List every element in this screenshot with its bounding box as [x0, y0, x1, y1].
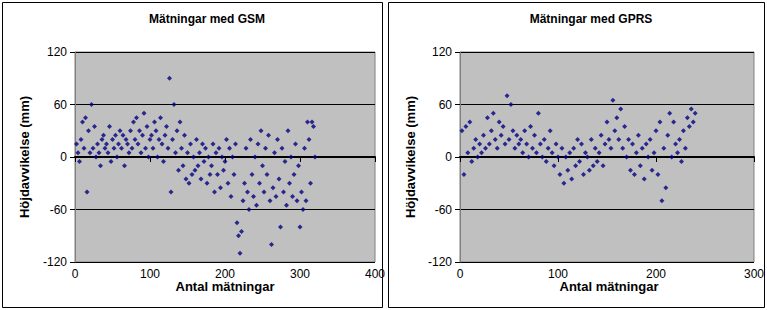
svg-text:Höjdavvikelse (mm): Höjdavvikelse (mm) [403, 96, 418, 218]
svg-text:0: 0 [445, 150, 452, 164]
svg-text:400: 400 [365, 267, 385, 281]
svg-text:Antal mätningar: Antal mätningar [560, 279, 659, 294]
svg-text:-60: -60 [50, 203, 68, 217]
svg-text:Mätningar med GSM: Mätningar med GSM [149, 12, 265, 26]
svg-text:-60: -60 [435, 203, 453, 217]
svg-text:60: 60 [439, 98, 453, 112]
svg-text:60: 60 [54, 98, 68, 112]
svg-text:0: 0 [72, 267, 79, 281]
svg-text:300: 300 [290, 267, 310, 281]
svg-text:120: 120 [47, 45, 67, 59]
svg-text:300: 300 [744, 267, 764, 281]
svg-text:Antal mätningar: Antal mätningar [175, 278, 275, 294]
svg-text:0: 0 [60, 150, 67, 164]
svg-text:-120: -120 [428, 255, 452, 269]
svg-text:-120: -120 [43, 255, 67, 269]
svg-text:200: 200 [215, 267, 235, 281]
svg-text:Höjdavvikelse (mm): Höjdavvikelse (mm) [17, 96, 32, 218]
svg-text:120: 120 [432, 45, 452, 59]
svg-text:Mätningar med GPRS: Mätningar med GPRS [530, 12, 653, 26]
svg-text:100: 100 [140, 267, 160, 281]
svg-text:100: 100 [548, 267, 568, 281]
svg-text:200: 200 [646, 267, 666, 281]
svg-text:0: 0 [457, 267, 464, 281]
